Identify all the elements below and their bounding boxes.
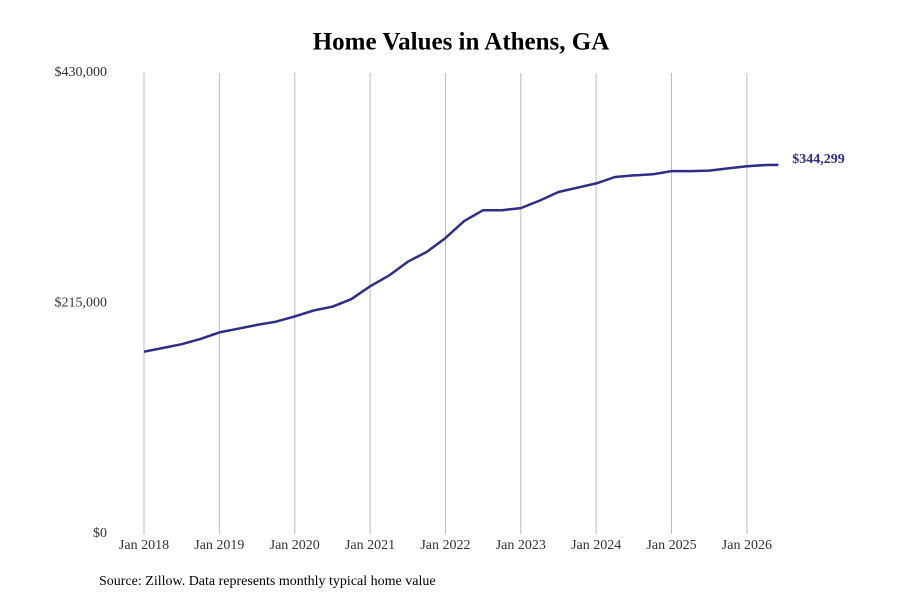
x-tick-label: Jan 2018 [119,538,169,553]
source-note: Source: Zillow. Data represents monthly … [99,574,436,589]
x-tick-label: Jan 2019 [194,538,244,553]
x-tick-label: Jan 2020 [270,538,320,553]
x-tick-label: Jan 2023 [496,538,546,553]
y-tick-label: $0 [93,526,107,541]
x-tick-label: Jan 2022 [420,538,470,553]
x-tick-label: Jan 2021 [345,538,395,553]
end-label: $344,299 [792,152,845,167]
y-tick-label: $430,000 [55,65,108,80]
line [143,163,779,353]
x-tick-label: Jan 2025 [646,538,696,553]
y-tick-label: $215,000 [55,296,108,311]
x-tick-label: Jan 2024 [571,538,621,553]
x-tick-label: Jan 2026 [722,538,772,553]
chart-title: Home Values in Athens, GA [313,29,610,56]
